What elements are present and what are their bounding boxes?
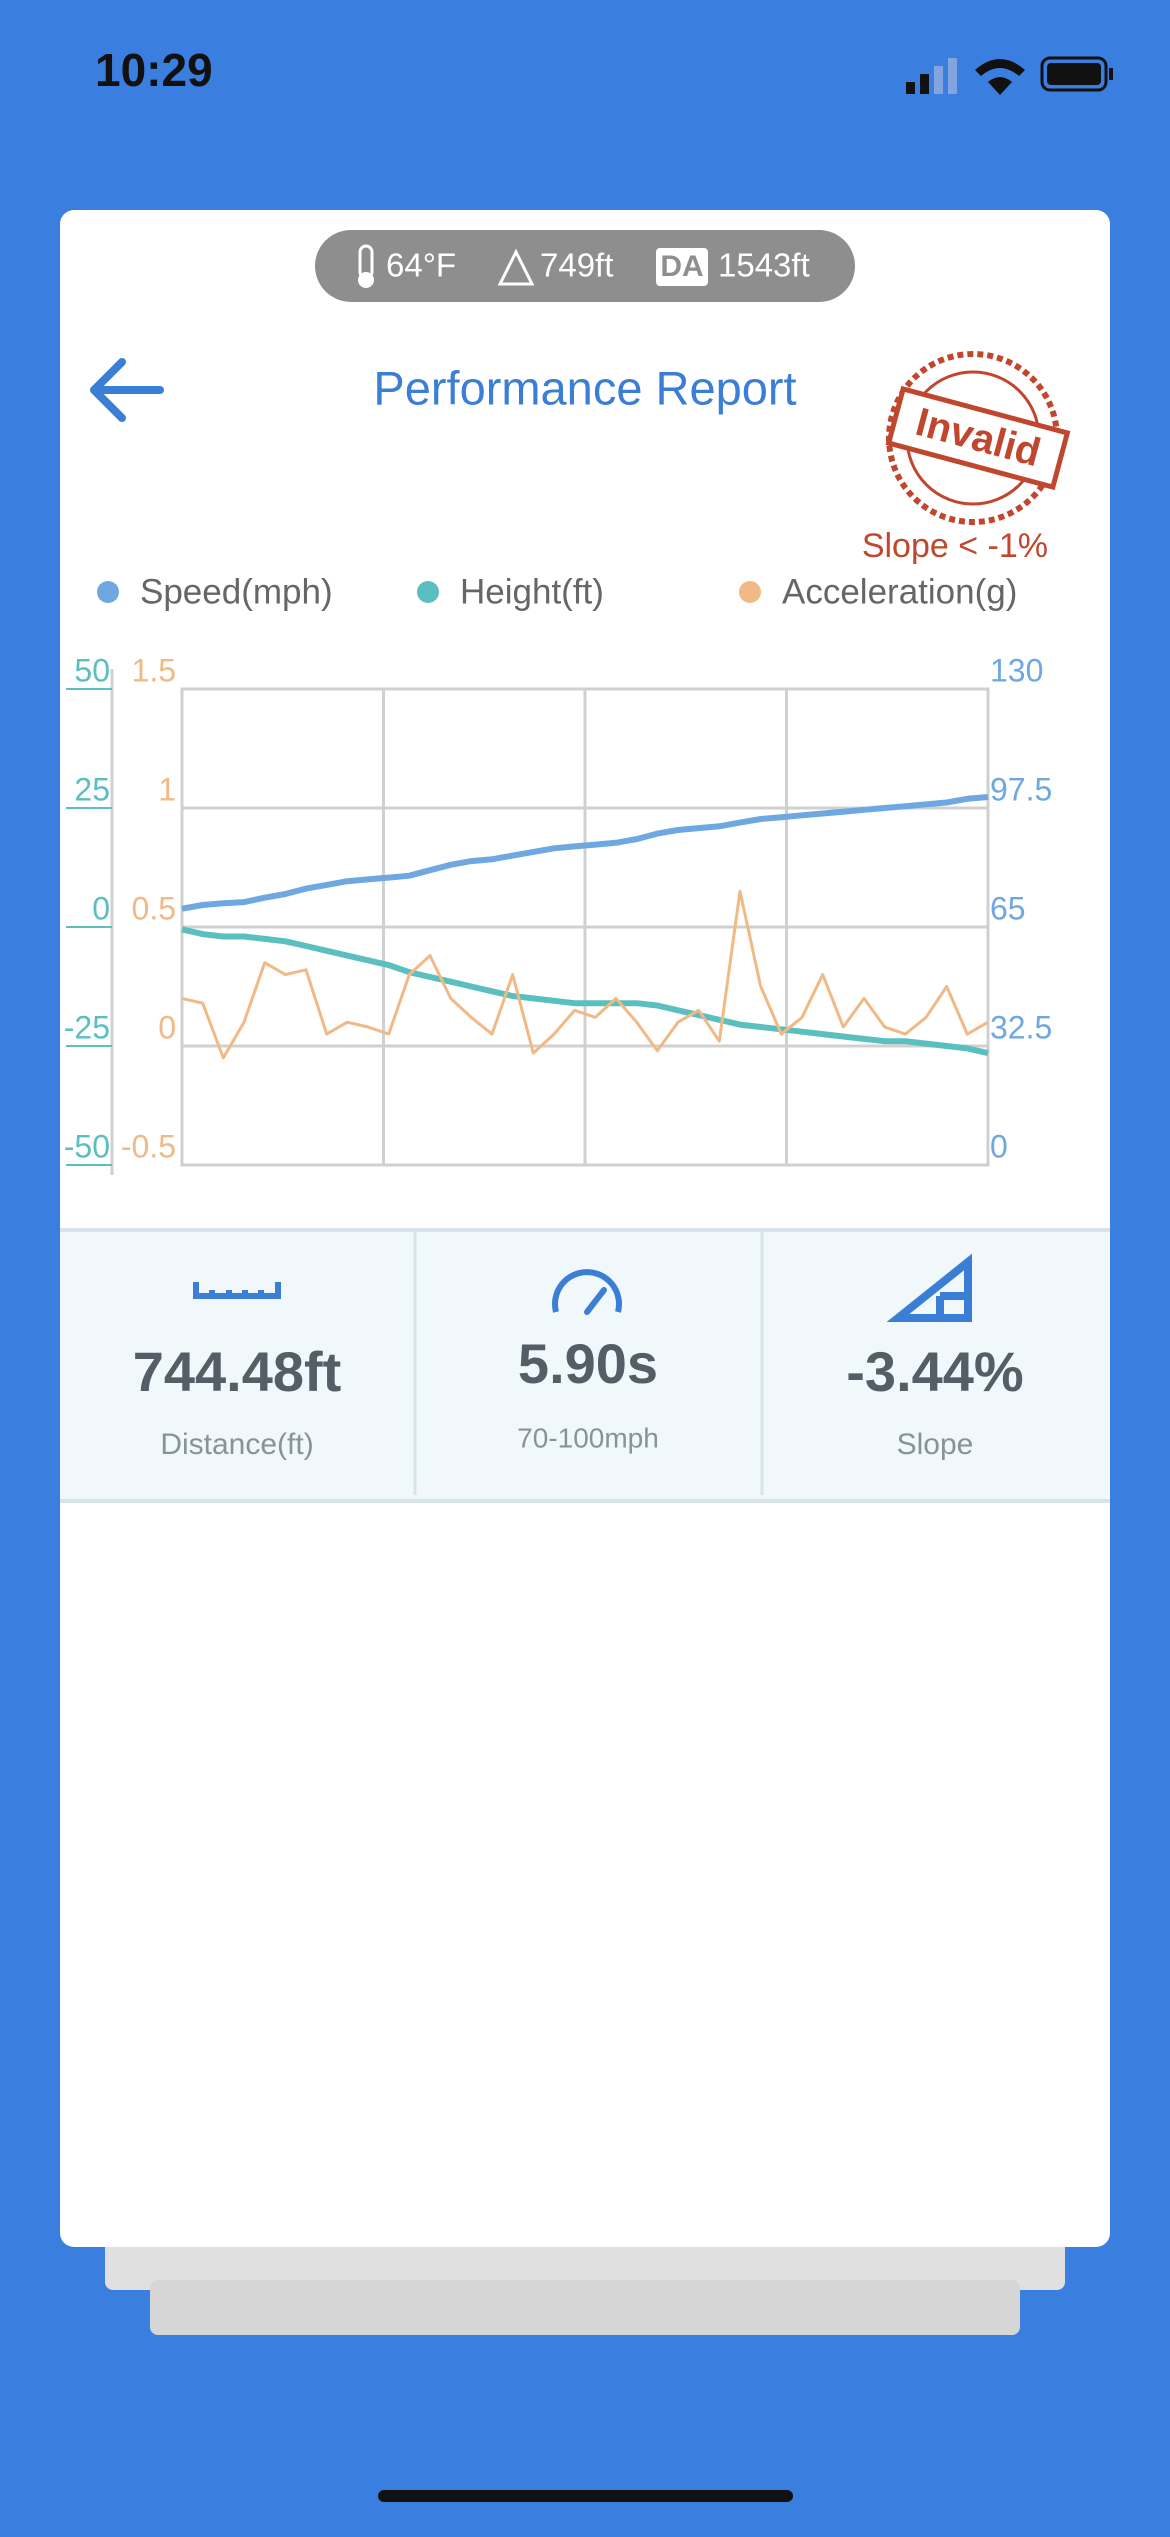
elevation: 749ft xyxy=(540,247,613,284)
ruler-icon xyxy=(193,1282,281,1299)
y3-tick-label: 1.5 xyxy=(132,652,176,688)
y3-tick-label: 1 xyxy=(158,771,176,807)
status-icons xyxy=(906,56,1113,95)
conditions-pill xyxy=(315,230,855,302)
y2-tick-label: 97.5 xyxy=(990,771,1052,807)
legend-label: Acceleration(g) xyxy=(782,572,1017,611)
elevation-icon xyxy=(497,248,535,286)
stat-value: 744.48ft xyxy=(133,1340,342,1403)
legend-marker xyxy=(739,581,761,603)
stat-value: 5.90s xyxy=(518,1332,658,1395)
y-tick-label: 25 xyxy=(74,771,110,807)
home-indicator xyxy=(378,2490,793,2502)
da-badge-box xyxy=(656,248,708,286)
density-altitude: 1543ft xyxy=(718,247,810,284)
stamp-note: Slope < -1% xyxy=(862,527,1048,565)
y2-tick-label: 65 xyxy=(990,890,1026,926)
y3-tick-label: 0 xyxy=(158,1009,176,1045)
series-line xyxy=(181,889,989,1060)
series-line xyxy=(181,794,989,912)
stats: 744.48ft Distance(ft) 5.90s 70-100mph -3.44%… xyxy=(133,1332,1024,1461)
slope-icon xyxy=(886,1253,972,1322)
stats-panel xyxy=(60,1230,1110,1501)
da-badge: DA xyxy=(660,250,703,283)
stack-card-2 xyxy=(105,2240,1065,2290)
stat-label: 70-100mph xyxy=(517,1422,659,1453)
y2-tick-label: 0 xyxy=(990,1128,1008,1164)
page-title: Performance Report xyxy=(373,361,796,414)
stat-label: Distance(ft) xyxy=(160,1428,313,1461)
temperature: 64°F xyxy=(386,247,456,284)
back-button[interactable] xyxy=(90,358,164,422)
legend-marker xyxy=(97,581,119,603)
stat-value: -3.44% xyxy=(846,1340,1023,1403)
y3-tick-label: 0.5 xyxy=(132,890,176,926)
y-tick-label: 50 xyxy=(74,652,110,688)
series-line xyxy=(181,926,989,1057)
status-time: 10:29 xyxy=(95,44,213,96)
y-tick-label: -50 xyxy=(64,1128,110,1164)
invalid-stamp: Invalid xyxy=(885,351,1071,525)
legend-marker xyxy=(417,581,439,603)
y2-tick-label: 130 xyxy=(990,652,1043,688)
stack-card-3 xyxy=(150,2280,1020,2335)
y-tick-label: 0 xyxy=(92,890,110,926)
stat-label: Slope xyxy=(897,1428,974,1461)
gauge-icon xyxy=(552,1269,622,1313)
legend: Speed(mph) Height(ft) Acceleration(g) xyxy=(97,572,1017,611)
y3-tick-label: -0.5 xyxy=(121,1128,176,1164)
gauge-needle xyxy=(584,1287,607,1315)
chart: 50 25 0 -25 -50 1.5 1 0.5 0 -0.5 130 97.5 65 32.5 0 xyxy=(64,652,1052,1175)
y2-tick-label: 32.5 xyxy=(990,1009,1052,1045)
y-tick-label: -25 xyxy=(64,1009,110,1045)
legend-label: Speed(mph) xyxy=(140,572,333,611)
legend-label: Height(ft) xyxy=(460,572,604,611)
thermometer-icon xyxy=(358,244,374,288)
